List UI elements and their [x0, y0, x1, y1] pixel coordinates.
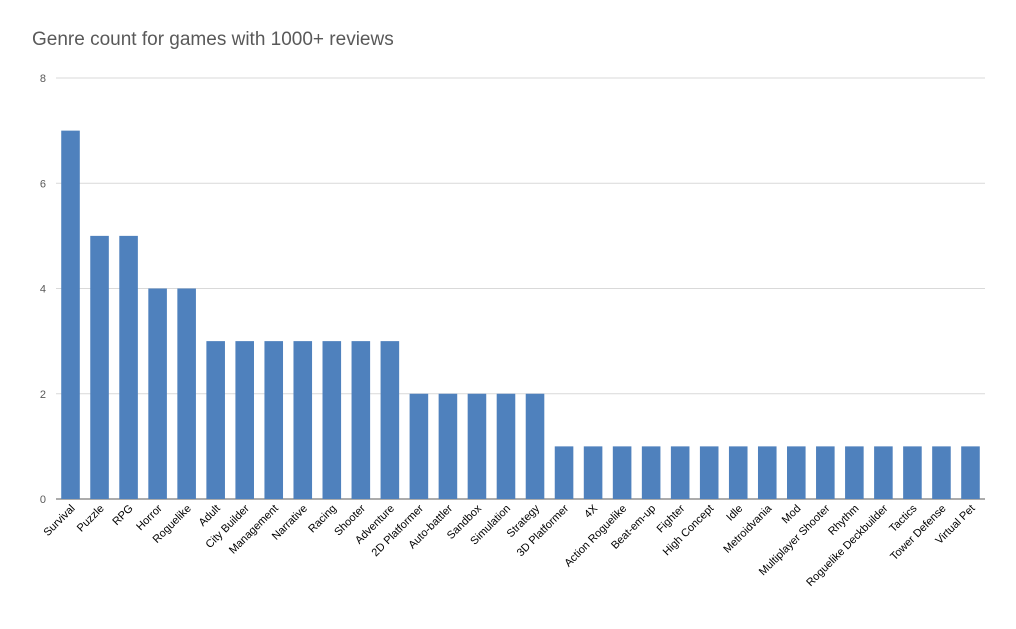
bar	[409, 393, 429, 499]
bar	[932, 446, 951, 499]
bar	[438, 393, 458, 499]
y-tick-label: 8	[40, 73, 46, 85]
x-tick-label: Mod	[780, 503, 804, 527]
bar	[728, 446, 748, 499]
y-tick-label: 6	[40, 178, 46, 190]
bar	[757, 446, 777, 499]
bar	[467, 393, 487, 499]
bar	[525, 393, 545, 499]
bar	[119, 235, 138, 499]
bar	[235, 341, 254, 499]
bar	[496, 393, 516, 499]
chart-title: Genre count for games with 1000+ reviews	[32, 29, 394, 50]
bar	[670, 446, 690, 499]
y-tick-label: 0	[40, 494, 46, 506]
bar	[612, 446, 632, 499]
bars	[61, 130, 980, 499]
y-tick-label: 4	[40, 284, 46, 296]
x-tick-label: Idle	[724, 503, 745, 524]
bar	[554, 446, 574, 499]
bar	[961, 446, 980, 499]
bar	[641, 446, 661, 499]
bar	[583, 446, 603, 499]
bar	[380, 341, 400, 499]
bar	[845, 446, 864, 499]
bar	[699, 446, 719, 499]
bar	[816, 446, 835, 499]
bar	[148, 288, 167, 499]
bar	[264, 341, 284, 499]
bar	[351, 341, 371, 499]
bar	[61, 130, 80, 499]
bar	[787, 446, 806, 499]
bar	[874, 446, 893, 499]
x-tick-label: High Concept	[661, 503, 717, 559]
x-tick-label: Survival	[41, 503, 77, 539]
y-tick-label: 2	[40, 389, 46, 401]
x-tick-label: 4X	[582, 502, 600, 520]
x-tick-label: RPG	[110, 503, 135, 528]
bar	[322, 341, 342, 499]
x-tick-label: Puzzle	[75, 503, 107, 535]
bar	[293, 341, 313, 499]
y-axis-ticks: 0 2 4 6 8	[40, 73, 46, 506]
x-tick-label: 3D Platformer	[515, 502, 572, 559]
bar	[903, 446, 922, 499]
bar	[177, 288, 196, 499]
x-tick-label: Adult	[197, 503, 223, 529]
bar	[206, 341, 225, 499]
bar	[90, 235, 109, 499]
